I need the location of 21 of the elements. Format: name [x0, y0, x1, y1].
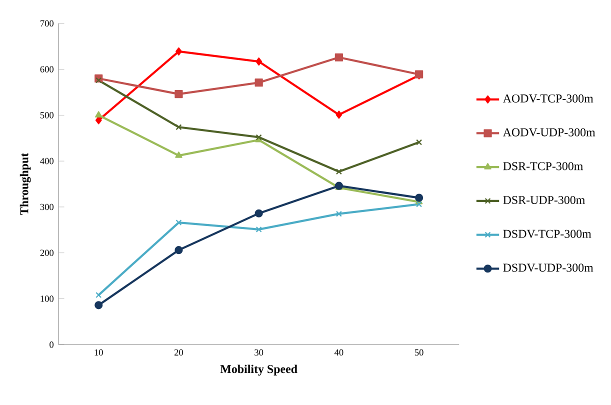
legend-label: DSR-UDP-300m: [503, 196, 585, 204]
y-tick-label: 200: [40, 250, 54, 256]
legend-label: DSR-TCP-300m: [503, 162, 584, 170]
legend-label: AODV-TCP-300m: [502, 94, 594, 103]
y-tick-label: 0: [50, 341, 54, 348]
x-axis-title: Mobility Speed: [220, 364, 298, 376]
x-tick-label: 10: [94, 349, 103, 356]
legend-label: AODV-UDP-300m: [502, 128, 596, 136]
x-tick-label: 30: [254, 349, 264, 356]
y-tick-label: 500: [40, 112, 54, 118]
y-tick-label: 600: [40, 66, 54, 72]
x-tick-label: 50: [414, 349, 424, 356]
legend-label: DSDV-UDP-300m: [503, 264, 594, 272]
y-axis-title: Throughput: [20, 152, 31, 215]
y-tick-label: 300: [40, 204, 54, 210]
legend-label: DSDV-TCP-300m: [503, 230, 592, 238]
y-tick-label: 400: [40, 158, 54, 164]
y-tick-label: 100: [40, 296, 54, 302]
y-tick-label: 700: [40, 20, 54, 27]
x-tick-label: 40: [334, 349, 344, 356]
x-tick-label: 20: [174, 349, 184, 356]
